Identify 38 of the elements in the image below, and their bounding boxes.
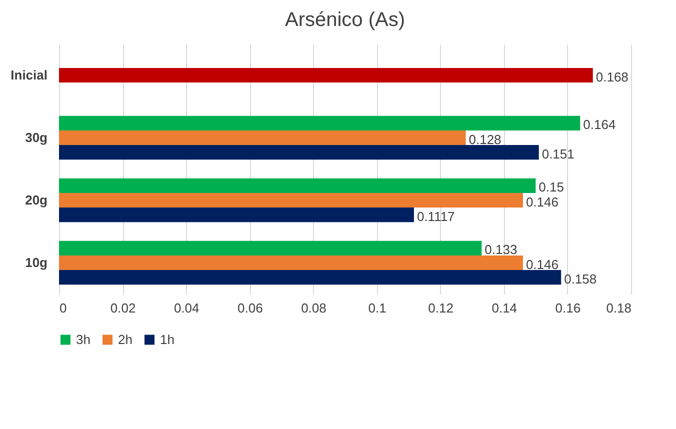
y-tick-label: 20g xyxy=(25,192,48,208)
data-label: 0.151 xyxy=(542,146,574,162)
x-tick-label: 0.16 xyxy=(555,300,581,316)
bar xyxy=(59,145,539,160)
data-label: 0.158 xyxy=(564,271,597,286)
x-tick-label: 0.04 xyxy=(174,300,200,316)
bar xyxy=(59,178,536,193)
x-tick-label: 0.14 xyxy=(492,300,518,316)
data-label: 0.15 xyxy=(538,180,564,195)
bar xyxy=(59,240,482,256)
x-tick-label: 0.12 xyxy=(428,300,454,316)
bar xyxy=(59,68,593,83)
y-tick-label: Inicial xyxy=(10,67,48,82)
legend-label: 2h xyxy=(118,332,132,347)
data-label: 0.128 xyxy=(468,132,502,147)
x-tick-label: 0.18 xyxy=(606,300,632,316)
y-tick-label: 10g xyxy=(25,254,48,270)
bar xyxy=(59,208,414,222)
x-tick-label: 0 xyxy=(60,300,67,316)
data-label: 0.1117 xyxy=(416,208,455,224)
bar xyxy=(59,270,562,285)
legend-label: 1h xyxy=(160,332,174,347)
bar xyxy=(59,130,466,146)
bar xyxy=(59,116,580,130)
data-label: 0.146 xyxy=(526,256,558,272)
bar xyxy=(59,192,523,208)
data-label: 0.146 xyxy=(526,194,558,210)
data-label: 0.168 xyxy=(596,69,628,84)
bar xyxy=(59,255,523,270)
x-tick-label: 0.02 xyxy=(110,300,136,316)
chart-title: Arsénico (As) xyxy=(284,9,406,31)
x-tick-label: 0.08 xyxy=(301,300,326,316)
y-tick-label: 30g xyxy=(25,130,48,145)
x-tick-label: 0.1 xyxy=(368,300,386,316)
legend-label: 3h xyxy=(76,332,90,347)
x-tick-label: 0.06 xyxy=(238,300,263,316)
data-label: 0.133 xyxy=(484,242,518,258)
data-label: 0.164 xyxy=(583,117,616,132)
